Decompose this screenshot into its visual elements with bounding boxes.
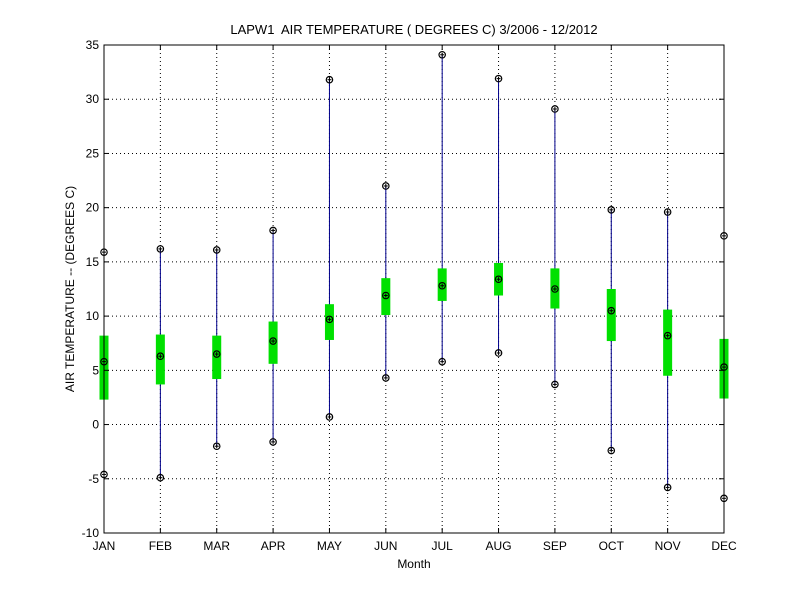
- max-marker-may: [325, 75, 334, 84]
- x-tick-label-apr: APR: [261, 539, 286, 553]
- min-marker-feb: [156, 473, 165, 482]
- max-marker-mar: [212, 246, 221, 254]
- plot-frame: [103, 44, 725, 534]
- x-tick-label-feb: FEB: [149, 539, 172, 553]
- x-tick-label-oct: OCT: [599, 539, 625, 553]
- mean-marker-aug: [494, 275, 503, 284]
- x-axis-label: Month: [397, 557, 431, 571]
- x-tick-label-jul: JUL: [432, 539, 454, 553]
- mean-marker-feb: [156, 352, 165, 361]
- x-tick-label-sep: SEP: [543, 539, 567, 553]
- max-marker-nov: [663, 208, 672, 216]
- mean-marker-jul: [438, 281, 446, 290]
- min-marker-jul: [438, 357, 446, 366]
- box-oct: [606, 289, 616, 342]
- y-tick-label: 10: [86, 309, 100, 323]
- min-marker-nov: [663, 483, 672, 492]
- x-tick-label-aug: AUG: [486, 539, 512, 553]
- grid-lines: [104, 45, 724, 533]
- mean-marker-oct: [607, 306, 616, 315]
- max-marker-jun: [382, 182, 390, 190]
- max-marker-apr: [269, 226, 277, 235]
- y-tick-label: -10: [82, 526, 100, 540]
- x-tick-label-jan: JAN: [93, 539, 116, 553]
- box-nov: [663, 309, 673, 376]
- x-tick-label-nov: NOV: [655, 539, 681, 553]
- y-tick-label: 30: [86, 92, 100, 106]
- x-tick-label-dec: DEC: [711, 539, 737, 553]
- mean-marker-may: [325, 315, 334, 324]
- chart-title: LAPW1 AIR TEMPERATURE ( DEGREES C) 3/200…: [230, 22, 598, 37]
- min-marker-aug: [494, 349, 503, 357]
- max-marker-feb: [156, 245, 165, 253]
- min-marker-mar: [212, 442, 221, 451]
- y-tick-label: 25: [86, 146, 100, 160]
- mean-marker-sep: [551, 285, 559, 293]
- y-tick-label: 20: [86, 201, 100, 215]
- max-marker-jul: [438, 50, 446, 59]
- min-marker-apr: [269, 438, 277, 446]
- axes: -10 -5 0 5 10 15 20 25 30 35 JAN FEB MAR APR MAY JUN JUL…: [82, 38, 737, 553]
- min-marker-sep: [551, 380, 559, 389]
- mean-marker-nov: [663, 331, 672, 340]
- data-series: [99, 50, 729, 503]
- mean-marker-mar: [212, 350, 221, 358]
- mean-marker-jun: [382, 291, 390, 300]
- y-tick-label: 5: [92, 363, 99, 377]
- y-tick-label: 15: [86, 255, 100, 269]
- y-tick-label: -5: [88, 472, 99, 486]
- mean-marker-apr: [269, 337, 277, 345]
- min-marker-may: [325, 413, 334, 421]
- min-marker-jun: [382, 374, 390, 382]
- max-marker-aug: [494, 74, 503, 83]
- x-tick-label-mar: MAR: [203, 539, 230, 553]
- x-tick-label-jun: JUN: [374, 539, 397, 553]
- y-tick-label: 35: [86, 38, 100, 52]
- y-tick-label: 0: [92, 418, 99, 432]
- min-marker-oct: [607, 446, 616, 455]
- max-marker-oct: [607, 206, 616, 214]
- max-marker-sep: [551, 105, 559, 113]
- x-tick-label-may: MAY: [317, 539, 342, 553]
